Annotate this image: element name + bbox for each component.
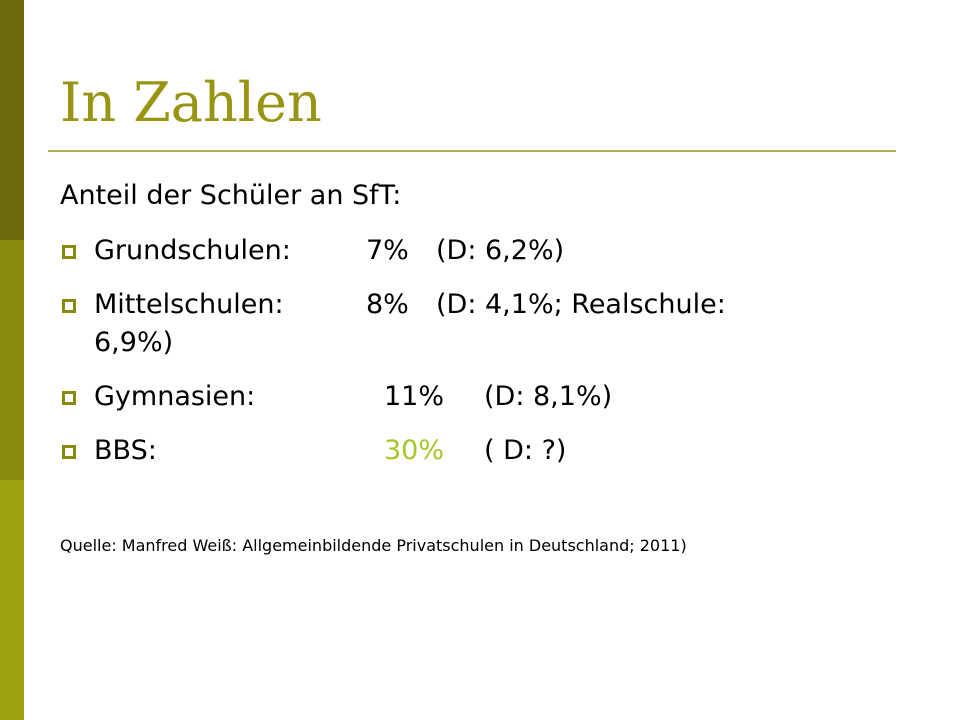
bullet-list: Grundschulen: 7% (D: 6,2%) Mittelschulen: 8…	[60, 232, 920, 470]
source-citation: Quelle: Manfred Weiß: Allgemeinbildende …	[60, 536, 687, 555]
school-type-label: Gymnasien:	[94, 381, 256, 412]
square-bullet-icon	[62, 299, 76, 313]
comparison-value: ( D: ?)	[484, 435, 567, 466]
list-item-grundschulen: Grundschulen: 7% (D: 6,2%)	[60, 232, 920, 270]
title-divider	[48, 150, 896, 152]
sidebar-stripe-top	[0, 0, 24, 240]
share-value: 7%	[366, 235, 409, 266]
comparison-value: (D: 6,2%)	[436, 235, 565, 266]
share-value-highlighted: 30%	[384, 435, 445, 466]
sidebar-stripe-middle	[0, 240, 24, 480]
square-bullet-icon	[62, 445, 76, 459]
school-type-label: BBS:	[94, 435, 157, 466]
school-type-label: Mittelschulen:	[94, 289, 284, 320]
slide-title: In Zahlen	[60, 71, 322, 134]
list-item-gymnasien: Gymnasien: 11% (D: 8,1%)	[60, 378, 920, 416]
square-bullet-icon	[62, 391, 76, 405]
comparison-value-continued: 6,9%)	[94, 327, 174, 358]
comparison-value: (D: 8,1%)	[484, 381, 613, 412]
share-value: 8%	[366, 289, 409, 320]
list-item-mittelschulen: Mittelschulen: 8% (D: 4,1%; Realschule: 6,…	[60, 286, 920, 362]
school-type-label: Grundschulen:	[94, 235, 291, 266]
share-value: 11%	[384, 381, 445, 412]
comparison-value: (D: 4,1%; Realschule:	[436, 289, 726, 320]
sidebar-stripe-bottom	[0, 480, 24, 720]
square-bullet-icon	[62, 245, 76, 259]
list-item-bbs: BBS: 30% ( D: ?)	[60, 432, 920, 470]
slide-subtitle: Anteil der Schüler an SfT:	[60, 180, 402, 211]
